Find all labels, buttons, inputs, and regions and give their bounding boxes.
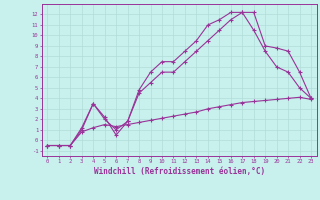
X-axis label: Windchill (Refroidissement éolien,°C): Windchill (Refroidissement éolien,°C) bbox=[94, 167, 265, 176]
